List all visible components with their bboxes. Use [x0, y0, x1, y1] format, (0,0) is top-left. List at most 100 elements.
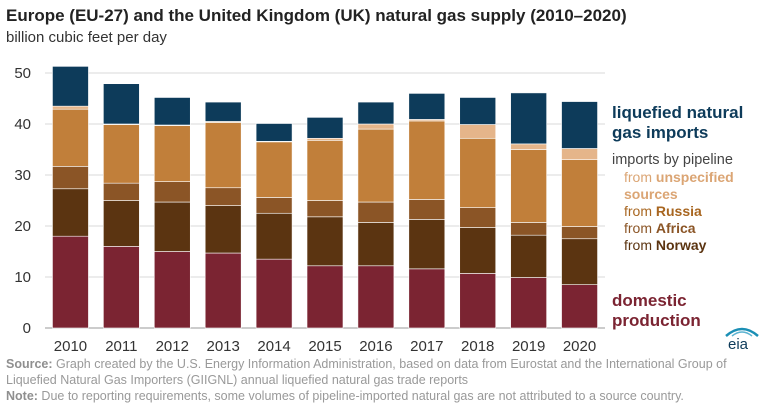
- y-tick-label: 30: [14, 167, 31, 184]
- bar-stack-2018: [459, 97, 497, 329]
- legend-unspecified-line1: from unspecified: [624, 169, 734, 185]
- bar-norway-2010: [52, 188, 89, 237]
- bar-russia-2014: [255, 141, 293, 198]
- legend-unspecified-name1: unspecified: [656, 169, 734, 185]
- legend-unspecified-line2: sources: [624, 186, 678, 202]
- x-tick-label: 2019: [512, 338, 545, 355]
- note-text: Due to reporting requirements, some volu…: [37, 389, 684, 403]
- legend-russia: from Russia: [624, 203, 702, 219]
- bar-russia-2011: [103, 124, 140, 184]
- bar-africa-2017: [408, 199, 446, 220]
- bar-domestic-2011: [103, 246, 140, 329]
- x-tick-label: 2013: [206, 338, 239, 355]
- bar-lng-2015: [306, 117, 344, 139]
- x-tick-label: 2017: [410, 338, 443, 355]
- eia-logo-text: eia: [728, 336, 749, 352]
- bar-unspecified-2016: [357, 123, 395, 130]
- legend-africa: from Africa: [624, 220, 696, 236]
- bar-lng-2010: [52, 66, 89, 107]
- x-tick-label: 2015: [308, 338, 341, 355]
- bar-africa-2014: [255, 197, 293, 214]
- x-axis: 2010 2011 2012 2013 2014 2015 2016 2017 2018 2019…: [54, 338, 596, 355]
- source-text: Graph created by the U.S. Energy Informa…: [6, 357, 727, 387]
- y-tick-label: 10: [14, 269, 31, 286]
- bar-norway-2012: [153, 201, 191, 252]
- bar-norway-2015: [306, 216, 344, 267]
- bar-russia-2019: [510, 149, 547, 223]
- note-label: Note:: [6, 389, 38, 403]
- x-tick-label: 2014: [257, 338, 290, 355]
- legend-africa-prefix: from: [624, 220, 656, 236]
- chart-title: Europe (EU-27) and the United Kingdom (U…: [6, 6, 627, 25]
- bar-russia-2013: [204, 122, 242, 189]
- x-tick-label: 2018: [461, 338, 494, 355]
- bar-lng-2012: [153, 97, 191, 126]
- bar-africa-2010: [52, 166, 89, 190]
- bar-norway-2011: [103, 200, 140, 247]
- bar-russia-2016: [357, 128, 395, 203]
- bar-stack-2020: [561, 101, 598, 329]
- bar-russia-2020: [561, 159, 598, 227]
- source-label: Source:: [6, 357, 53, 371]
- y-tick-label: 20: [14, 218, 31, 235]
- bar-stack-2019: [510, 92, 547, 329]
- x-tick-label: 2020: [563, 338, 596, 355]
- bar-stack-2012: [153, 97, 191, 329]
- bar-unspecified-2010: [52, 105, 89, 110]
- x-tick-label: 2016: [359, 338, 392, 355]
- bar-domestic-2020: [561, 284, 598, 329]
- bar-lng-2019: [510, 92, 547, 145]
- bar-norway-2016: [357, 222, 395, 267]
- bar-africa-2018: [459, 207, 497, 228]
- legend-pipeline-header: imports by pipeline: [612, 152, 733, 168]
- legend-domestic-line2: production: [612, 311, 701, 330]
- x-tick-label: 2012: [156, 338, 189, 355]
- bar-stack-2017: [408, 93, 446, 329]
- bar-africa-2015: [306, 200, 344, 218]
- bar-stack-2015: [306, 117, 344, 329]
- bar-domestic-2016: [357, 265, 395, 329]
- bar-norway-2019: [510, 234, 547, 278]
- bar-domestic-2018: [459, 273, 497, 329]
- bar-domestic-2013: [204, 252, 242, 329]
- legend-lng-line1: liquefied natural: [612, 103, 743, 122]
- bar-stack-2010: [52, 66, 89, 329]
- bar-norway-2020: [561, 238, 598, 285]
- bars: [52, 66, 598, 329]
- bar-russia-2018: [459, 137, 497, 208]
- bar-norway-2018: [459, 227, 497, 274]
- eia-logo: eia: [725, 327, 759, 352]
- bar-stack-2013: [204, 101, 242, 329]
- y-tick-label: 40: [14, 116, 31, 133]
- legend-domestic-line1: domestic: [612, 291, 687, 310]
- bar-russia-2010: [52, 108, 89, 167]
- bar-unspecified-2018: [459, 124, 497, 139]
- eia-logo-arc-inner: [731, 331, 753, 337]
- note-line: Note: Due to reporting requirements, som…: [6, 388, 766, 404]
- bar-lng-2013: [204, 101, 242, 122]
- y-tick-label: 0: [23, 320, 31, 337]
- bar-domestic-2019: [510, 277, 547, 329]
- chart-subtitle: billion cubic feet per day: [6, 29, 167, 46]
- bar-africa-2011: [103, 182, 140, 201]
- bar-russia-2017: [408, 120, 446, 200]
- bar-lng-2011: [103, 83, 140, 125]
- bar-domestic-2014: [255, 258, 293, 329]
- legend-russia-prefix: from: [624, 203, 656, 219]
- bar-domestic-2015: [306, 265, 344, 329]
- source-note: Source: Graph created by the U.S. Energy…: [6, 356, 766, 404]
- legend-norway-name: Norway: [656, 237, 707, 253]
- source-line: Source: Graph created by the U.S. Energy…: [6, 356, 766, 388]
- bar-africa-2020: [561, 226, 598, 240]
- legend-norway: from Norway: [624, 237, 707, 253]
- bar-norway-2017: [408, 219, 446, 270]
- bar-lng-2017: [408, 93, 446, 120]
- legend: liquefied natural gas imports imports by…: [612, 103, 743, 330]
- bar-lng-2016: [357, 101, 395, 125]
- bar-stack-2016: [357, 101, 395, 329]
- x-tick-label: 2011: [105, 338, 137, 355]
- x-tick-label: 2010: [54, 338, 87, 355]
- bar-unspecified-2020: [561, 148, 598, 160]
- bar-lng-2020: [561, 101, 598, 149]
